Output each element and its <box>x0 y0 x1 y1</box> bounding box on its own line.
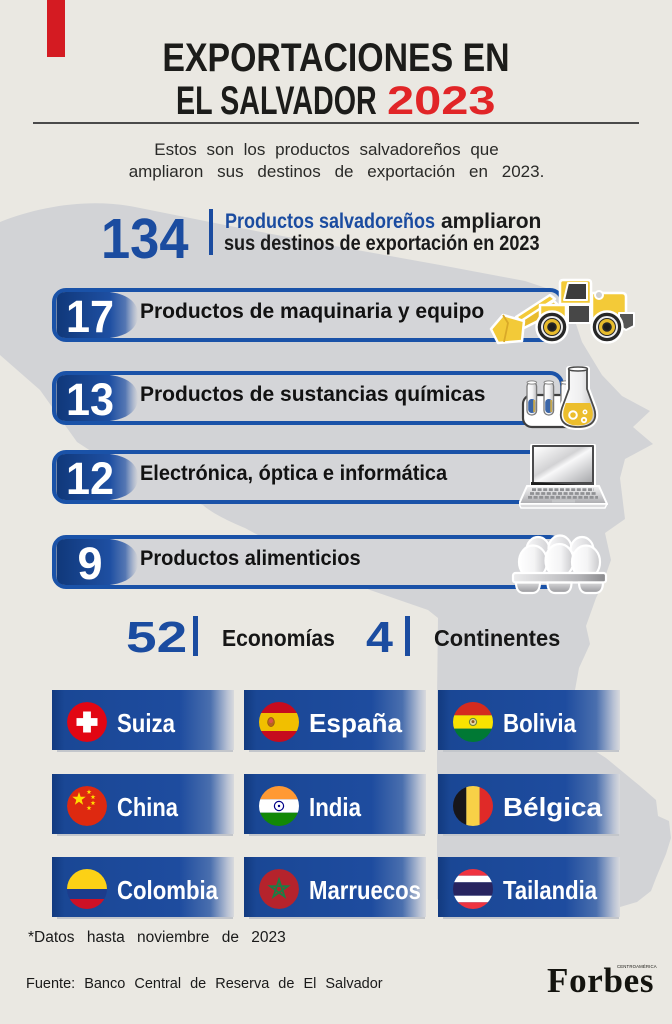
svg-text:9: 9 <box>77 538 102 589</box>
svg-text:17: 17 <box>66 291 114 342</box>
svg-text:Suiza: Suiza <box>117 708 175 738</box>
svg-text:España: España <box>309 708 403 738</box>
svg-text:13: 13 <box>66 374 114 425</box>
svg-text:12: 12 <box>66 453 114 504</box>
svg-text:Marruecos: Marruecos <box>309 875 421 905</box>
svg-text:China: China <box>117 792 178 822</box>
svg-text:Bolivia: Bolivia <box>503 708 576 738</box>
svg-text:India: India <box>309 792 361 822</box>
svg-text:Colombia: Colombia <box>117 875 218 905</box>
svg-text:Bélgica: Bélgica <box>503 792 603 822</box>
svg-text:Tailandia: Tailandia <box>503 875 597 905</box>
